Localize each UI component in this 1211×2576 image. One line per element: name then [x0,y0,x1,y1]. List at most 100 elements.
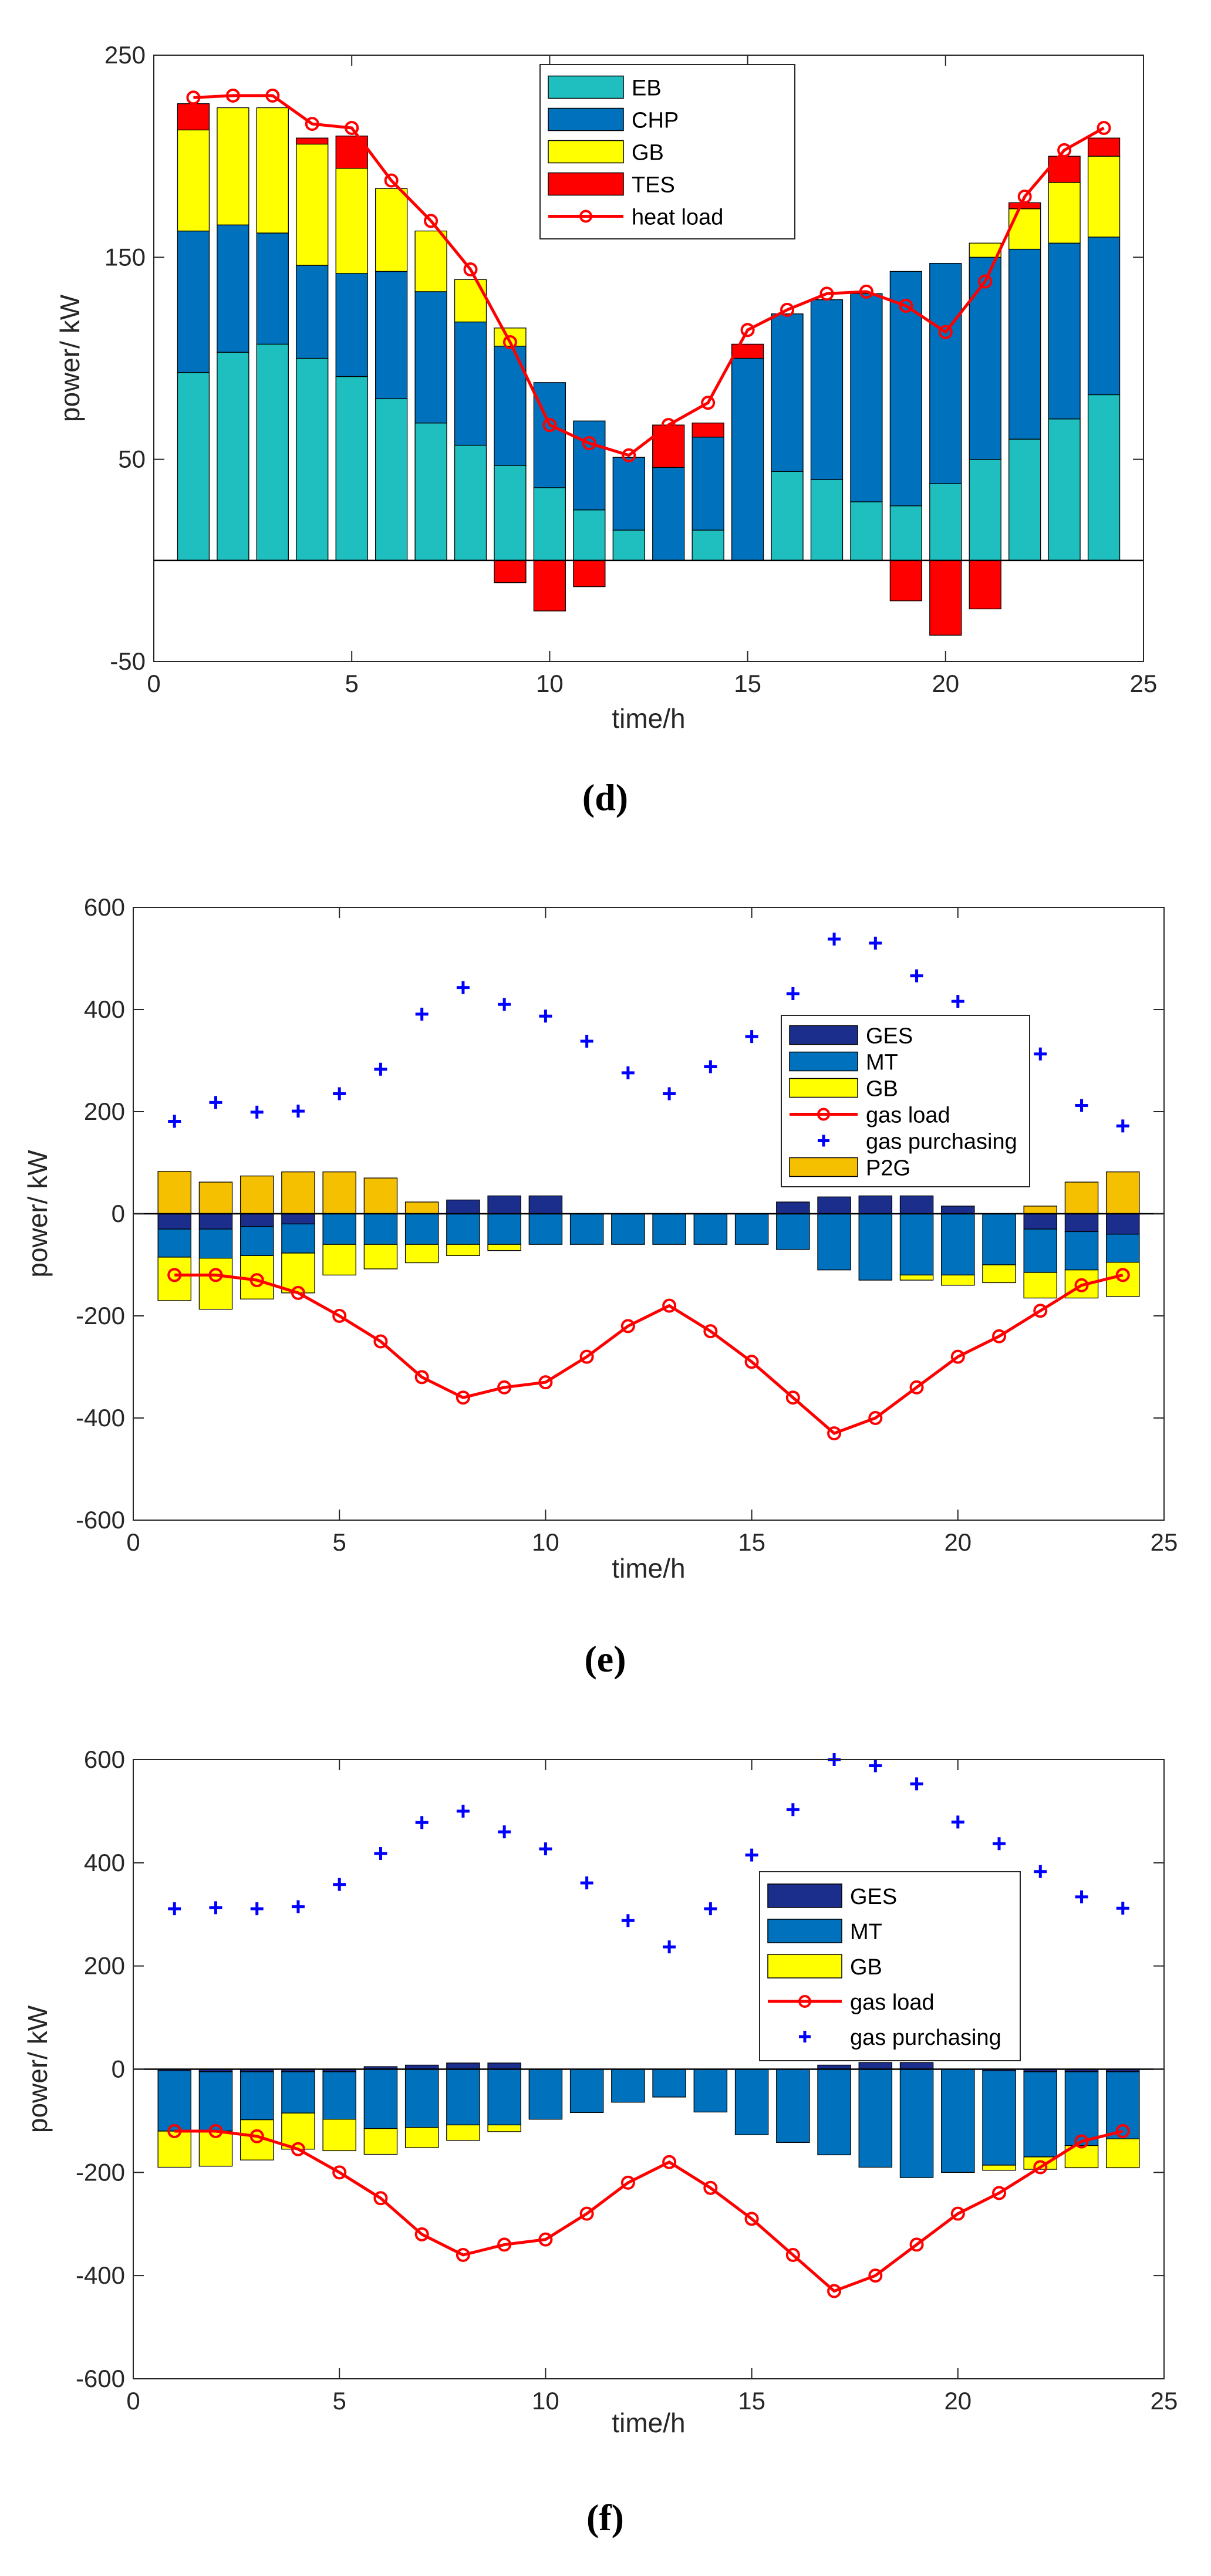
legend-label: MT [866,1051,898,1075]
point-heat-load [701,396,716,410]
y-tick-label: 0 [112,2055,125,2083]
x-tick-label: 15 [734,670,761,697]
bar-ges [281,1213,315,1225]
bar-mt [693,2068,728,2113]
bar-mt [817,2068,851,2156]
point-gas-purchasing [869,936,882,950]
bar-mt [652,2068,686,2098]
point-gas-purchasing [1075,1099,1088,1112]
bar-gb [177,129,210,232]
point-heat-load [305,117,319,131]
point-gas-purchasing [786,1803,800,1817]
bar-tes [889,560,922,602]
legend-swatch [548,140,624,164]
point-gas-load [414,2227,429,2241]
bar-mt [404,2068,439,2128]
point-heat-load [582,436,596,451]
point-heat-load [1097,120,1111,135]
x-tick-label: 10 [532,1528,559,1556]
point-gas-purchasing [333,1087,346,1100]
figure-caption: (e) [584,1638,626,1680]
legend-swatch [767,1919,842,1943]
bar-gb [1087,156,1121,238]
point-gas-purchasing [456,1804,470,1818]
point-heat-load [345,120,359,135]
bar-mt [734,2068,769,2135]
bar-eb [771,471,804,561]
point-heat-load [384,173,399,188]
bar-eb [256,343,289,561]
point-gas-load [703,1324,718,1339]
point-gas-purchasing [415,1816,429,1829]
point-heat-load [186,90,201,105]
y-tick-label: -400 [76,2261,125,2289]
bar-gb [941,1274,975,1286]
bar-chp [731,357,764,561]
bar-tes [1087,137,1121,157]
x-tick-label: 0 [126,2387,140,2415]
bar-mt [1064,1231,1099,1271]
point-gas-load [249,2129,264,2143]
bar-ges [776,1201,810,1214]
point-heat-load [899,298,913,313]
bar-chp [1087,237,1121,396]
y-tick-label: -600 [76,2365,125,2392]
x-tick-label: 20 [944,2387,972,2415]
point-gas-purchasing [1034,1047,1047,1061]
figure-caption: (f) [586,2497,624,2538]
point-gas-load [167,2124,182,2138]
point-gas-load [1115,1268,1130,1282]
bar-mt [1064,2071,1099,2146]
bar-mt [446,1213,480,1245]
point-gas-purchasing [498,998,511,1011]
point-gas-load [456,2248,470,2262]
bar-ges [899,2062,934,2070]
bar-tes [969,560,1001,610]
bar-gb [296,143,329,266]
point-gas-load [827,1426,842,1441]
bar-gb [322,1244,356,1276]
bar-chp [1008,248,1041,440]
bar-chp [573,420,606,511]
point-gas-load [909,2237,924,2252]
point-heat-load [265,88,280,103]
legend-swatch [789,1051,858,1072]
x-tick-label: 15 [738,2387,765,2415]
point-gas-load [703,2180,718,2195]
point-gas-load [1033,1304,1048,1318]
legend-label: P2G [866,1156,910,1181]
bar-ges [157,1213,191,1230]
point-gas-purchasing [168,1115,181,1128]
bar-eb [850,501,883,561]
point-heat-load [1057,143,1072,157]
bar-p2g [281,1171,315,1214]
point-gas-load [827,2284,842,2298]
bar-chp [1048,242,1081,420]
point-gas-purchasing [663,1087,676,1100]
point-gas-purchasing [168,1902,181,1916]
point-gas-load [1074,1278,1089,1292]
bar-chp [929,263,962,484]
bar-ges [858,2062,893,2070]
bar-mt [569,2068,604,2113]
axes-frame [153,55,1144,662]
legend-label: gas purchasing [850,2025,1001,2050]
point-gas-load [373,1334,388,1349]
bar-eb [889,505,922,561]
point-gas-load [414,1370,429,1385]
point-heat-load [424,214,438,228]
y-axis-label: power/ kW [22,2005,53,2133]
legend-swatch [548,75,624,99]
bar-chp [177,230,210,373]
bar-mt [941,2068,975,2173]
x-tick-label: 25 [1151,2387,1178,2415]
bar-mt [528,1213,563,1245]
bar-eb [375,398,408,561]
bar-eb [217,352,249,561]
point-gas-load [620,1319,635,1333]
point-heat-load [978,274,993,289]
point-heat-load [622,448,636,462]
point-gas-load [744,1355,759,1369]
bar-p2g [1106,1171,1140,1214]
point-gas-purchasing [580,1876,593,1890]
